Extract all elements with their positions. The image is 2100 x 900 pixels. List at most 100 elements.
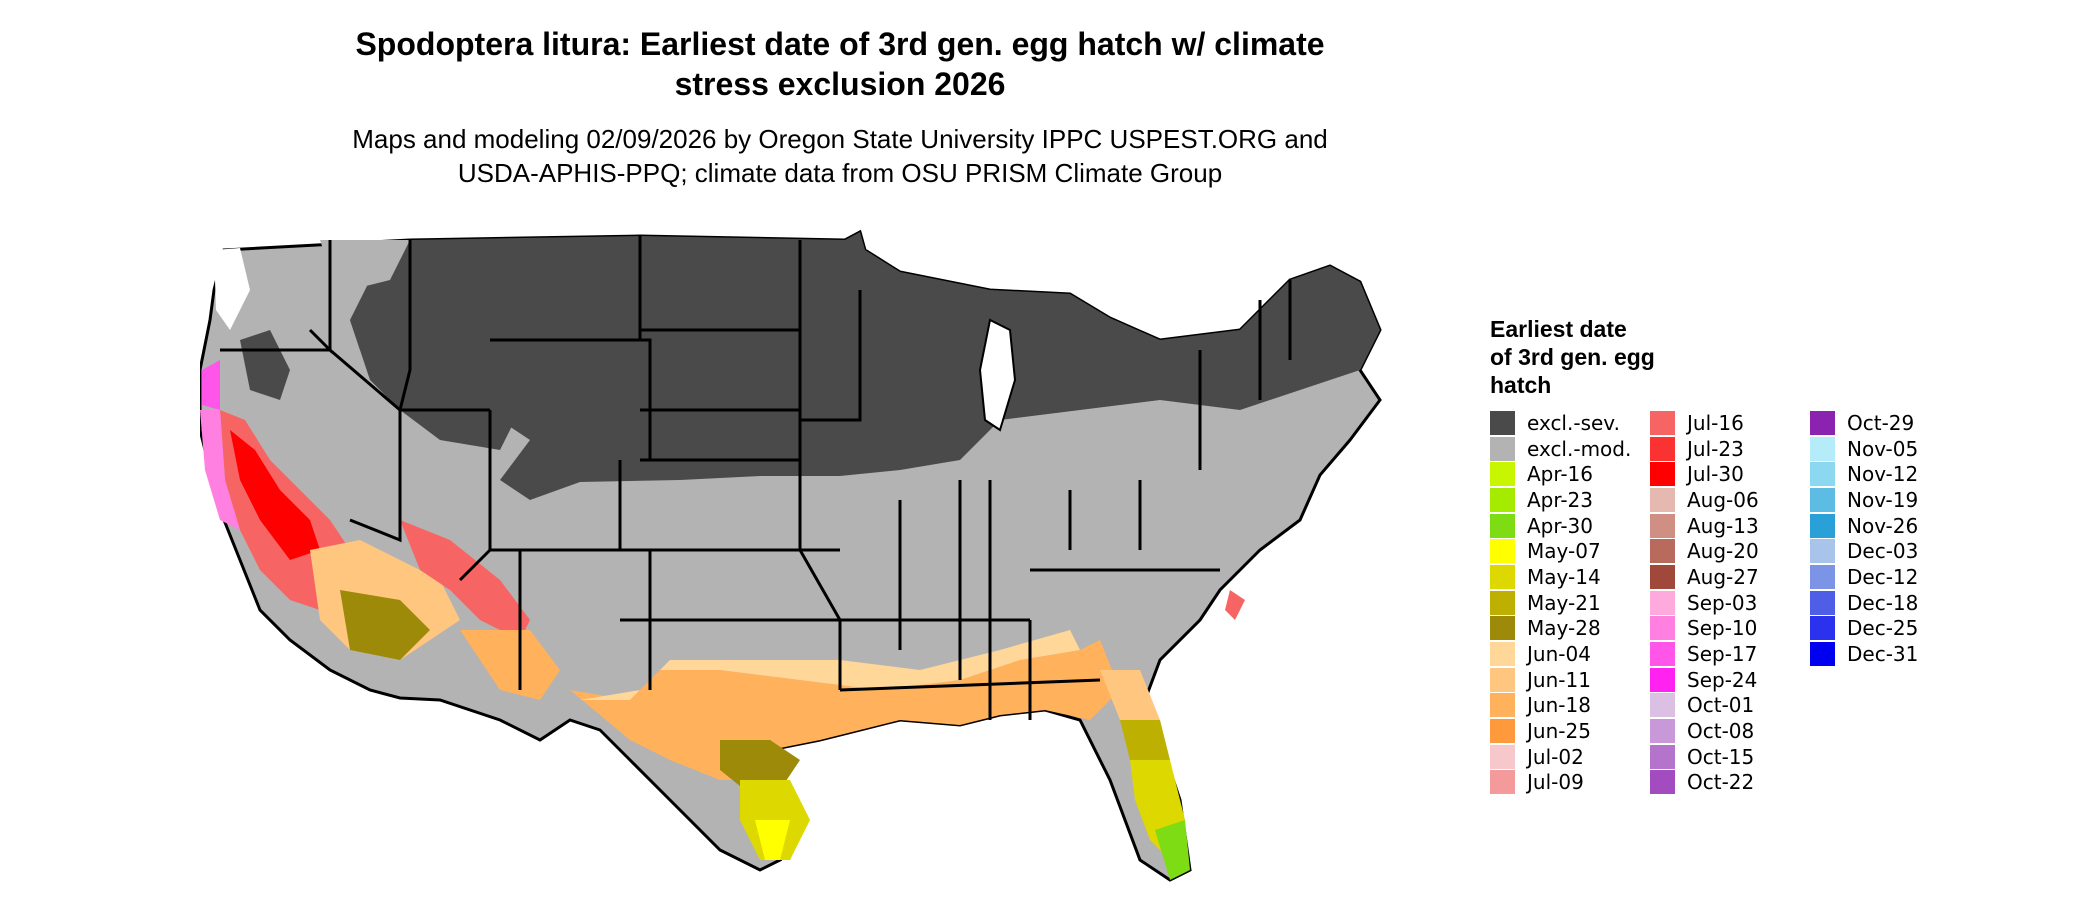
legend-label: Apr-23	[1527, 487, 1593, 512]
legend-swatch	[1810, 539, 1835, 564]
legend-item: Dec-31	[1810, 641, 1970, 667]
legend-item: Jul-09	[1490, 770, 1650, 796]
legend-item: Jun-18	[1490, 693, 1650, 719]
legend-label: Dec-31	[1847, 642, 1919, 667]
legend-item: Sep-10	[1650, 616, 1810, 642]
legend-swatch	[1650, 410, 1675, 435]
california-bright-red	[230, 430, 320, 560]
legend-label: May-28	[1527, 616, 1601, 641]
legend-swatch	[1490, 436, 1515, 461]
legend-item: Aug-20	[1650, 538, 1810, 564]
legend-label: Jul-02	[1527, 744, 1584, 769]
pacific-northwest-white	[214, 248, 250, 330]
legend-item: Oct-15	[1650, 744, 1810, 770]
southwest-olive-zone	[340, 590, 430, 660]
legend-item: Nov-12	[1810, 461, 1970, 487]
legend-item: Oct-01	[1650, 693, 1810, 719]
legend-label: Sep-10	[1687, 616, 1758, 641]
legend-swatch	[1490, 539, 1515, 564]
legend-item: Dec-25	[1810, 616, 1970, 642]
legend-label: Jul-16	[1687, 410, 1744, 435]
moderate-patch-great-lakes	[1000, 400, 1160, 460]
legend-item: Nov-19	[1810, 487, 1970, 513]
legend-swatch	[1650, 564, 1675, 589]
legend-swatch	[1650, 616, 1675, 641]
legend-item: Oct-08	[1650, 718, 1810, 744]
legend-swatch	[1810, 410, 1835, 435]
gulf-coast-orange-band	[570, 640, 1120, 780]
legend-label: Aug-13	[1687, 513, 1759, 538]
legend-label: Jul-23	[1687, 436, 1744, 461]
state-boundaries	[220, 236, 1292, 720]
legend-label: Jul-09	[1527, 770, 1584, 795]
legend-item: Nov-05	[1810, 436, 1970, 462]
legend-label: Aug-20	[1687, 539, 1759, 564]
legend-swatch	[1810, 513, 1835, 538]
legend-swatch	[1810, 564, 1835, 589]
legend-item: Aug-27	[1650, 564, 1810, 590]
south-texas-bright-yellow	[755, 820, 790, 860]
legend-item: May-07	[1490, 538, 1650, 564]
legend-label: May-21	[1527, 590, 1601, 615]
legend-item: Aug-13	[1650, 513, 1810, 539]
moderate-patch-montana	[320, 240, 410, 290]
legend-item: Sep-03	[1650, 590, 1810, 616]
legend-swatch	[1810, 590, 1835, 615]
severe-exclusion-sierra	[240, 330, 290, 400]
legend-title-line-1: Earliest date	[1490, 316, 1627, 342]
legend-item: Jun-25	[1490, 718, 1650, 744]
legend-label: Dec-12	[1847, 564, 1919, 589]
legend-swatch	[1490, 564, 1515, 589]
legend-item: Jun-04	[1490, 641, 1650, 667]
severe-exclusion-north	[350, 232, 1380, 500]
map-title-line-2: stress exclusion 2026	[674, 66, 1006, 102]
legend-swatch	[1650, 487, 1675, 512]
severe-exclusion-rockies	[350, 320, 520, 450]
map-subtitle-line-2: USDA-APHIS-PPQ; climate data from OSU PR…	[457, 158, 1223, 188]
legend-label: Sep-03	[1687, 590, 1758, 615]
legend-swatch	[1490, 693, 1515, 718]
legend-item: Jun-11	[1490, 667, 1650, 693]
legend-item: Jul-30	[1650, 461, 1810, 487]
south-texas-olive	[720, 740, 800, 790]
legend-label: Dec-03	[1847, 539, 1919, 564]
legend-item: Apr-16	[1490, 461, 1650, 487]
legend-swatch	[1650, 539, 1675, 564]
legend-column: Jul-16 Jul-23 Jul-30 Aug-06 Aug-13 Aug-20 Aug-…	[1650, 410, 1810, 795]
lake-michigan	[978, 318, 1017, 432]
legend-swatch	[1490, 719, 1515, 744]
legend-item: May-21	[1490, 590, 1650, 616]
legend-swatch	[1650, 462, 1675, 487]
legend-swatch	[1650, 744, 1675, 769]
us-degree-day-map	[200, 229, 1382, 882]
legend-title: Earliest date of 3rd gen. egg hatch	[1490, 315, 1750, 399]
legend-label: Sep-17	[1687, 642, 1758, 667]
legend-swatch	[1810, 436, 1835, 461]
legend-label: Nov-12	[1847, 462, 1919, 487]
legend-label: Oct-29	[1847, 410, 1915, 435]
map-subtitle-line-1: Maps and modeling 02/09/2026 by Oregon S…	[352, 124, 1328, 154]
legend-title-line-3: hatch	[1490, 372, 1552, 398]
legend-title-line-2: of 3rd gen. egg	[1490, 344, 1655, 370]
legend-item: Apr-30	[1490, 513, 1650, 539]
legend-label: Oct-15	[1687, 744, 1755, 769]
legend-label: Sep-24	[1687, 667, 1758, 692]
legend-label: Dec-25	[1847, 616, 1919, 641]
legend-swatch	[1650, 642, 1675, 667]
legend-item: Dec-03	[1810, 538, 1970, 564]
legend-swatch	[1490, 770, 1515, 795]
legend-label: Oct-08	[1687, 719, 1755, 744]
legend-label: Oct-01	[1687, 693, 1755, 718]
legend-label: Aug-06	[1687, 487, 1759, 512]
legend-label: Jul-30	[1687, 462, 1744, 487]
map-title-line-1: Spodoptera litura: Earliest date of 3rd …	[355, 26, 1325, 62]
legend-label: Oct-22	[1687, 770, 1755, 795]
legend-swatch	[1490, 667, 1515, 692]
legend-swatch	[1490, 410, 1515, 435]
legend-item: Sep-24	[1650, 667, 1810, 693]
florida-green-tip	[1155, 820, 1190, 880]
legend-item: Nov-26	[1810, 513, 1970, 539]
legend-swatch	[1650, 513, 1675, 538]
legend-swatch	[1490, 462, 1515, 487]
map-subtitle: Maps and modeling 02/09/2026 by Oregon S…	[300, 122, 1380, 190]
